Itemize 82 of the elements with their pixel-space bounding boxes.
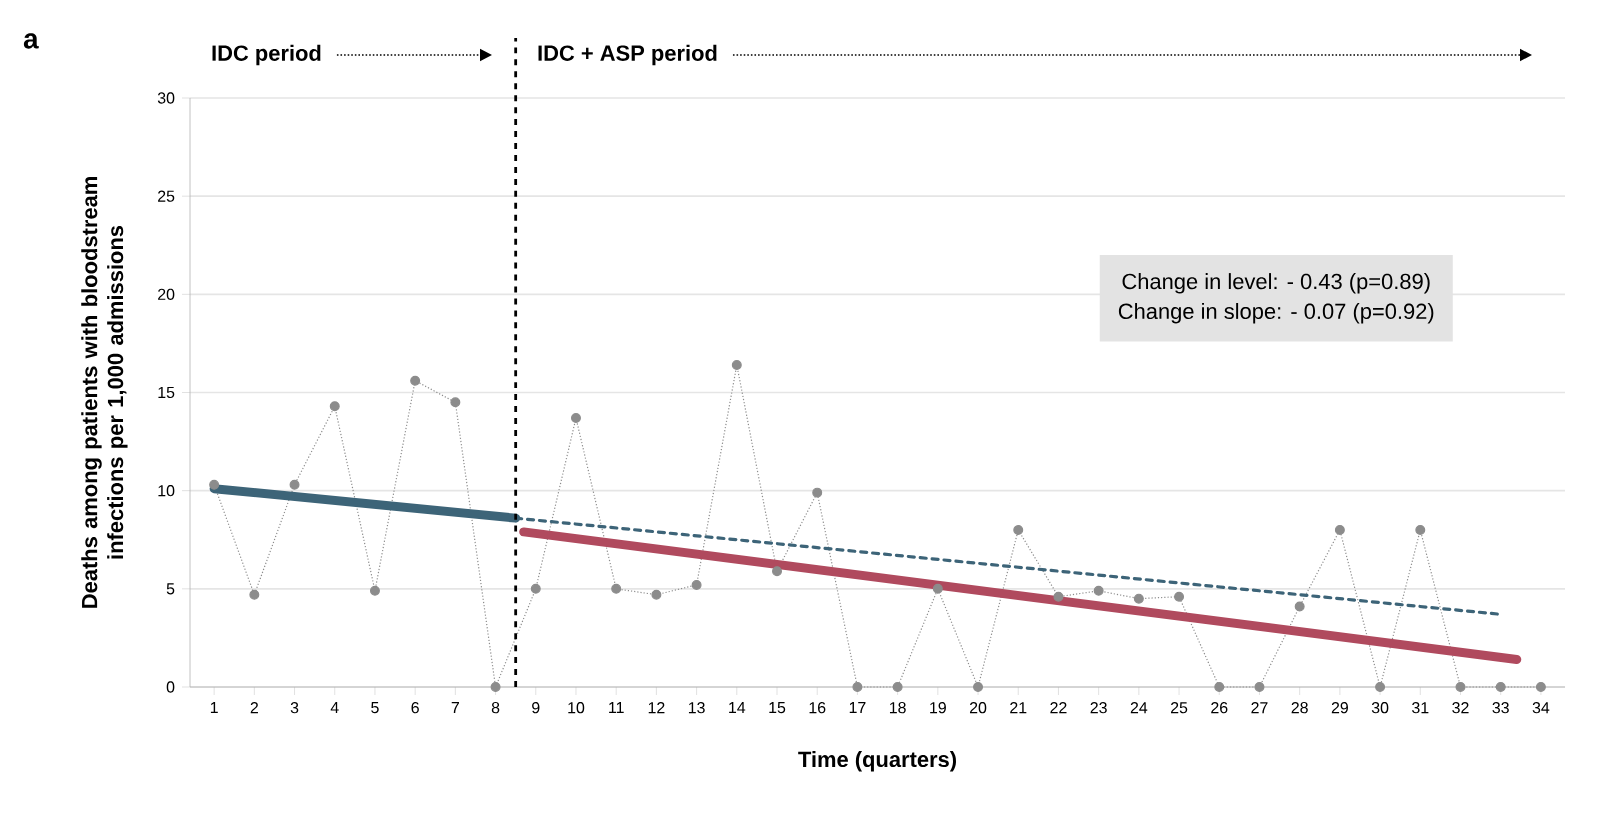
point [530, 583, 541, 594]
text: IDC period [212, 44, 321, 66]
point [731, 360, 742, 370]
x-tick-label: 3 [290, 702, 299, 714]
x-tick-label: 23 [1090, 702, 1107, 714]
point [1214, 682, 1225, 692]
point [450, 397, 461, 408]
x-tick-label: 18 [889, 702, 906, 714]
point [209, 479, 220, 490]
point [1535, 682, 1546, 692]
point [571, 413, 581, 424]
x-tick-label: 16 [809, 702, 826, 714]
x-tick-label: 28 [1291, 702, 1308, 714]
annotation: Change in level: - 0.43 (p=0.89) [1122, 273, 1430, 294]
y-axis-title: Deaths among patients with bloodstream infections per 1,000 admissions [81, 177, 128, 608]
x-tick-label: 29 [1331, 702, 1348, 714]
x-tick-label: 30 [1371, 702, 1389, 714]
point [691, 579, 702, 590]
point [289, 479, 300, 490]
x-tick-label: 25 [1171, 702, 1188, 714]
x-tick-label: 26 [1211, 702, 1228, 714]
point [1455, 682, 1466, 692]
x-tick-label: 4 [330, 702, 339, 714]
x-tick-label: 15 [769, 702, 786, 714]
point [973, 682, 984, 692]
x-tick-label: 13 [688, 702, 705, 714]
x-tick-label: 34 [1532, 702, 1550, 714]
point [249, 589, 260, 600]
y-tick-label: 20 [158, 288, 175, 300]
x-tick-label: 27 [1251, 702, 1268, 714]
point [1334, 524, 1345, 535]
y-tick-label: 30 [157, 92, 175, 104]
point [611, 583, 622, 594]
point [369, 585, 380, 596]
x-tick-label: 33 [1492, 702, 1509, 714]
y-tick-label: 0 [166, 681, 175, 693]
x-tick-label: 31 [1412, 702, 1429, 714]
x-tick-label: 9 [532, 702, 540, 714]
x-tick-label: 21 [1010, 702, 1027, 714]
point [1053, 591, 1064, 602]
point [490, 682, 501, 692]
point [1495, 682, 1506, 692]
point [1093, 585, 1104, 596]
point [1254, 682, 1265, 692]
point [852, 682, 863, 692]
point [892, 682, 903, 692]
x-tick-label: 2 [250, 702, 258, 714]
point [1415, 524, 1426, 535]
point [932, 583, 943, 594]
x-tick-label: 10 [568, 702, 585, 714]
x-tick-label: 32 [1452, 702, 1469, 714]
x-tick-label: 6 [411, 702, 419, 714]
point [1174, 591, 1185, 602]
x-tick-label: 12 [648, 702, 665, 714]
x-tick-label: 20 [969, 702, 987, 714]
point [410, 375, 421, 386]
x-tick-label: 14 [729, 702, 746, 714]
y-tick-label: 5 [166, 583, 175, 595]
point [812, 487, 823, 498]
text: a [23, 33, 39, 49]
x-tick-label: 17 [849, 702, 866, 714]
x-tick-label: 22 [1050, 702, 1067, 714]
x-tick-label: 24 [1130, 702, 1148, 714]
point [329, 401, 340, 412]
y-tick-label: 10 [158, 485, 175, 497]
x-tick-label: 7 [451, 702, 459, 714]
x-tick-label: 1 [210, 702, 218, 714]
point [1133, 593, 1144, 604]
y-tick-label: 15 [158, 386, 175, 399]
x-tick-label: 19 [930, 702, 946, 714]
x-tick-label: 5 [371, 702, 379, 714]
text: IDC + ASP period [538, 44, 717, 66]
point [1013, 524, 1024, 535]
point [651, 589, 662, 600]
point [1375, 682, 1386, 692]
point [1294, 601, 1305, 612]
x-tick-label: 8 [491, 702, 500, 714]
y-tick-label: 25 [158, 190, 175, 202]
point [772, 566, 782, 577]
x-tick-label: 11 [609, 702, 624, 714]
annotation: Change in slope: - 0.07 (p=0.92) [1118, 302, 1434, 324]
x-axis-title: Time (quarters) [798, 751, 956, 772]
